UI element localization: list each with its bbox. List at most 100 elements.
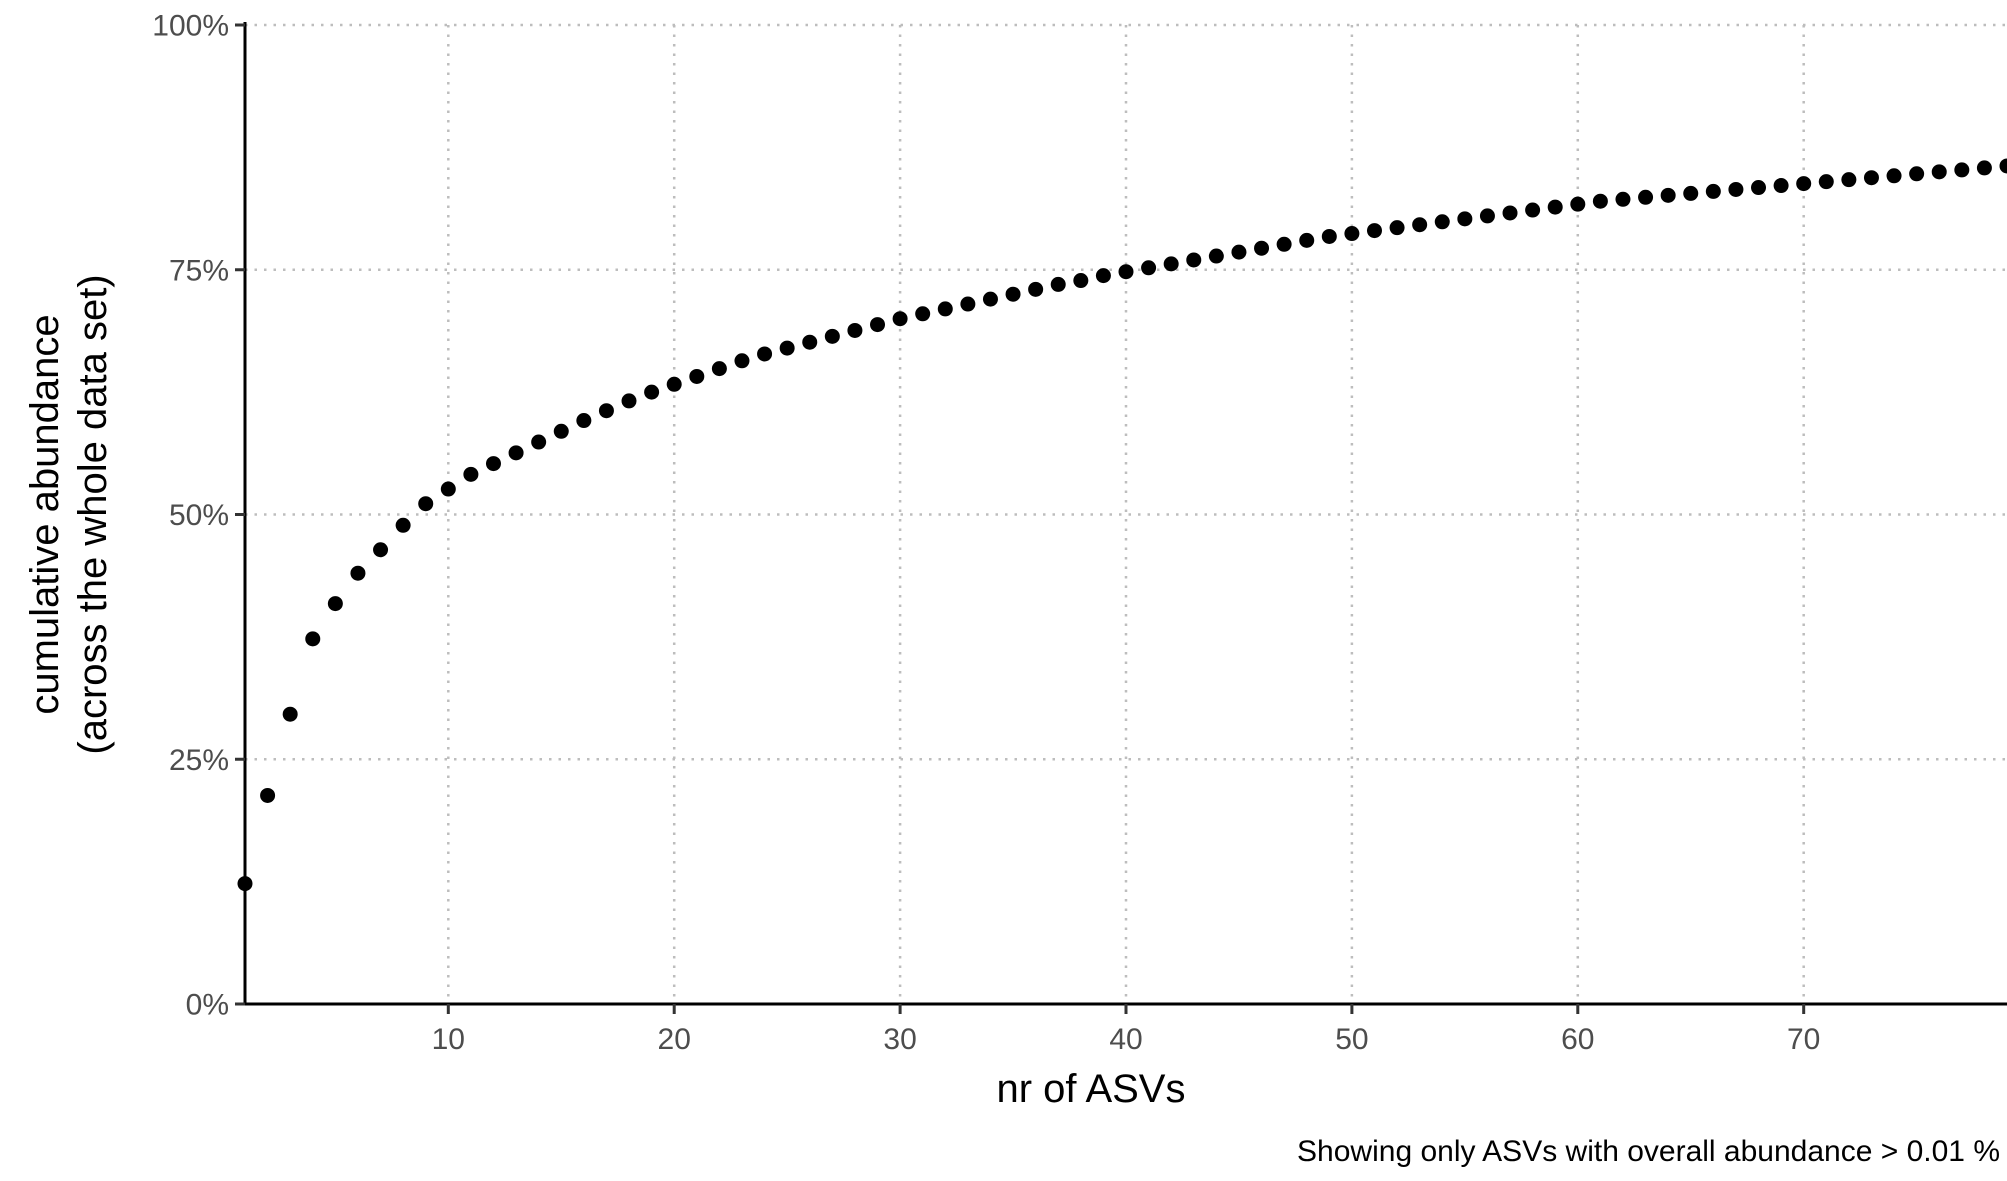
data-point	[1818, 174, 1834, 190]
data-point	[1976, 160, 1992, 176]
data-point	[1389, 220, 1405, 236]
data-point	[531, 434, 547, 450]
data-point	[892, 311, 908, 327]
data-point	[824, 328, 840, 344]
data-point	[937, 301, 953, 317]
data-point	[327, 596, 343, 612]
data-point	[1276, 236, 1292, 252]
data-point	[982, 291, 998, 307]
data-point	[1705, 183, 1721, 199]
data-point	[1095, 268, 1111, 284]
data-point	[1525, 202, 1541, 218]
data-point	[1954, 162, 1970, 178]
data-point	[1457, 211, 1473, 227]
data-point	[1796, 176, 1812, 192]
data-point	[373, 542, 389, 558]
x-axis-ticks: 10 20 30 40 50 60 70	[432, 1004, 1820, 1056]
data-point	[305, 631, 321, 647]
data-point	[779, 340, 795, 356]
data-point	[1931, 164, 1947, 180]
y-tick-label: 75%	[169, 254, 229, 287]
data-point	[1366, 223, 1382, 239]
data-point	[1886, 168, 1902, 184]
data-point	[847, 322, 863, 338]
data-point	[508, 445, 524, 461]
data-point	[1118, 264, 1134, 280]
data-point	[1570, 196, 1586, 212]
x-tick-label: 20	[658, 1023, 691, 1056]
x-tick-label: 60	[1561, 1023, 1594, 1056]
data-point	[1299, 232, 1315, 248]
data-point	[1186, 252, 1202, 268]
data-point	[915, 306, 931, 322]
data-point	[1547, 199, 1563, 215]
data-point	[960, 296, 976, 312]
data-point	[1254, 240, 1270, 256]
data-point	[1683, 185, 1699, 201]
x-tick-label: 30	[883, 1023, 916, 1056]
data-point	[350, 565, 366, 581]
data-point	[576, 413, 592, 429]
data-point	[1502, 205, 1518, 221]
data-point	[1050, 276, 1066, 292]
y-axis-title-line-2: (across the whole data set)	[71, 274, 115, 754]
y-tick-label: 50%	[169, 499, 229, 532]
data-point	[1231, 244, 1247, 260]
data-point	[1909, 166, 1925, 182]
data-point	[282, 706, 298, 722]
data-point	[757, 346, 773, 362]
data-point	[1344, 226, 1360, 242]
x-tick-label: 70	[1787, 1023, 1820, 1056]
chart-caption: Showing only ASVs with overall abundance…	[1297, 1135, 2000, 1168]
x-tick-label: 10	[432, 1023, 465, 1056]
data-point	[1005, 286, 1021, 302]
data-point	[1434, 214, 1450, 230]
data-point	[1163, 256, 1179, 272]
data-point	[734, 353, 750, 369]
data-point	[711, 361, 727, 377]
y-tick-label: 25%	[169, 744, 229, 777]
data-point	[553, 423, 569, 439]
data-point	[870, 317, 886, 333]
data-point	[689, 368, 705, 384]
grid-lines	[245, 23, 2007, 1004]
data-point	[802, 334, 818, 350]
data-point	[1773, 178, 1789, 194]
data-point	[1073, 273, 1089, 289]
data-point	[1841, 172, 1857, 188]
data-point	[395, 517, 411, 533]
data-point	[485, 456, 501, 472]
data-point	[1615, 191, 1631, 207]
data-point	[666, 376, 682, 392]
data-point	[1999, 158, 2007, 174]
y-axis-ticks: 0% 25% 50% 75% 100%	[152, 10, 245, 1022]
y-tick-label: 100%	[152, 10, 229, 43]
data-point	[644, 384, 660, 400]
data-point	[1660, 187, 1676, 203]
x-tick-label: 40	[1109, 1023, 1142, 1056]
data-point	[1728, 181, 1744, 197]
data-point	[1638, 189, 1654, 205]
data-point	[1751, 180, 1767, 196]
data-point	[1863, 170, 1879, 186]
data-point	[1141, 260, 1157, 276]
data-point	[1412, 217, 1428, 233]
data-point	[440, 481, 456, 497]
x-tick-label: 50	[1335, 1023, 1368, 1056]
data-point	[1028, 281, 1044, 297]
data-point	[463, 466, 479, 482]
y-tick-label: 0%	[186, 989, 229, 1022]
y-axis-title: cumulative abundance (across the whole d…	[23, 274, 115, 754]
data-point	[621, 393, 637, 409]
y-axis-title-line-1: cumulative abundance	[23, 314, 67, 714]
data-point	[1479, 208, 1495, 224]
data-point	[598, 403, 614, 419]
data-point	[1321, 228, 1337, 244]
data-points	[237, 158, 2007, 892]
data-point	[260, 787, 276, 803]
data-point	[418, 496, 434, 512]
data-point	[1592, 193, 1608, 209]
x-axis-title: nr of ASVs	[997, 1067, 1186, 1111]
data-point	[1208, 248, 1224, 264]
